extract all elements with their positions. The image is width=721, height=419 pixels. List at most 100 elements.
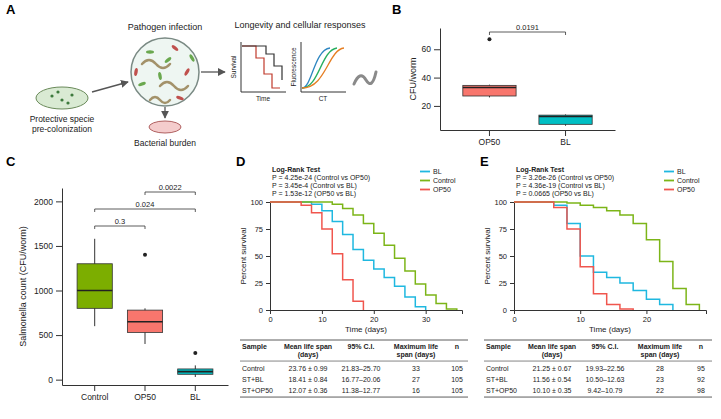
icon-label: Fluorescence <box>290 47 297 86</box>
box-chart: 0500100015002000ControlOP50BL0.30.0240.0… <box>18 183 229 402</box>
table-rule <box>484 340 712 341</box>
axis-title: CFU/worm <box>408 58 418 101</box>
table-header: 95% C.I. <box>348 343 375 350</box>
tick-label: 10 <box>577 315 585 324</box>
table-header: Sample <box>242 343 267 351</box>
y-axis: 0500100015002000 <box>34 189 62 386</box>
survival-chart: 02550751000102030Log-Rank TestP = 4.25e-… <box>239 166 468 397</box>
tick-label: BL <box>560 137 571 147</box>
tick: OP50 <box>134 385 156 402</box>
tick: BL <box>190 385 201 402</box>
tick-label: BL <box>190 392 201 402</box>
tick-mark <box>94 385 95 391</box>
y-axis-line <box>440 29 441 131</box>
table-cell: 98 <box>697 387 705 394</box>
step-label: Longevity and cellular responses <box>234 20 366 30</box>
tick-mark <box>580 310 581 314</box>
table-cell: 23.76 ± 0.99 <box>289 365 328 372</box>
outlier <box>143 253 147 257</box>
icon-curve <box>302 48 337 88</box>
worm <box>150 97 170 103</box>
y-axis-line <box>510 203 515 311</box>
annotation: P = 3.26e-26 (Control vs OP50) <box>516 174 614 182</box>
survival-curve <box>514 202 633 310</box>
tick: 10 <box>577 310 585 324</box>
tick: 20 <box>370 310 378 324</box>
table-header: n <box>699 343 703 350</box>
table-header: Mean life span(days) <box>528 343 576 359</box>
tick: 20 <box>422 101 440 111</box>
bacterium <box>60 98 63 101</box>
table: SampleMean life span(days)95% C.I.Maximu… <box>484 340 712 397</box>
label-line: Maximum life <box>394 343 438 350</box>
tick-mark <box>195 385 196 391</box>
table-cell: 22 <box>656 387 664 394</box>
step-label: Pathogen infection <box>128 22 203 32</box>
tick: 25 <box>499 279 514 288</box>
label-line: Maximum life <box>638 343 682 350</box>
annotation: Log-Rank Test <box>516 166 565 174</box>
bacterium <box>50 94 53 97</box>
survival-chart: 025507510001020Log-Rank TestP = 3.26e-26… <box>483 166 712 397</box>
legend-swatch <box>664 189 674 191</box>
tick-label: OP50 <box>134 392 156 402</box>
median <box>178 371 213 373</box>
tick-label: 1500 <box>34 241 53 251</box>
axis-title: Percent survival <box>239 227 248 284</box>
table-cell: 9.42–10.79 <box>587 387 622 394</box>
tick-mark <box>266 256 270 257</box>
tick-mark <box>514 310 515 314</box>
tick: 2000 <box>34 197 62 207</box>
tick-label: 20 <box>643 315 651 324</box>
bacterium <box>66 101 69 104</box>
tick: 75 <box>255 225 270 234</box>
table-cell: 23 <box>656 376 664 383</box>
panel-label: C <box>6 154 16 169</box>
p-value: 0.024 <box>136 200 155 209</box>
legend-label: BL <box>677 168 686 175</box>
legend-swatch <box>664 171 674 173</box>
label-line: n <box>455 343 459 350</box>
table-cell: ST+BL <box>242 376 264 383</box>
p-value: 0.3 <box>115 217 125 226</box>
tick-label: 75 <box>255 225 263 234</box>
tick-mark <box>565 130 566 136</box>
icon-curve <box>242 46 280 88</box>
tick-label: Control <box>81 392 109 402</box>
tick-mark <box>145 385 146 391</box>
table-cell: 11.56 ± 0.54 <box>533 376 571 383</box>
tick-mark <box>266 283 270 284</box>
worm-icon <box>354 72 376 84</box>
icon-axes <box>241 42 286 92</box>
bacterium <box>146 50 154 53</box>
y-axis-line <box>266 203 271 311</box>
figure: ABCDEPathogen infectionProtective specie… <box>0 0 721 419</box>
diagram: Pathogen infectionProtective speciepre-c… <box>30 20 376 148</box>
tick-label: 20 <box>422 101 432 111</box>
arrow <box>92 82 128 92</box>
survival-curve <box>514 202 699 310</box>
table-cell: 92 <box>697 376 705 383</box>
table-cell: 10.50–12.63 <box>586 376 625 383</box>
axis-title: Salmonella count (CFU/worm) <box>18 226 28 347</box>
tick-mark <box>434 49 440 50</box>
tick-mark <box>56 335 62 336</box>
label-line: n <box>699 343 703 350</box>
icon-curve <box>242 46 282 80</box>
tick: OP50 <box>479 130 501 147</box>
icon-label: CT <box>319 95 328 102</box>
label-line: Protective specie <box>30 114 95 124</box>
median <box>463 87 516 89</box>
box <box>463 85 516 96</box>
tick: 0 <box>268 310 272 324</box>
arrow <box>201 71 225 72</box>
tick-label: 500 <box>39 330 53 340</box>
p-value: 0.0191 <box>516 23 539 32</box>
icon-label: Survival <box>230 55 237 79</box>
table-cell: 10.10 ± 0.35 <box>533 387 572 394</box>
step-label: Bacterial burden <box>134 138 196 148</box>
tick: 10 <box>318 310 326 324</box>
tick: 0 <box>48 375 62 385</box>
annotation: P = 4.25e-24 (Control vs OP50) <box>272 174 370 182</box>
tick-label: 20 <box>370 315 378 324</box>
